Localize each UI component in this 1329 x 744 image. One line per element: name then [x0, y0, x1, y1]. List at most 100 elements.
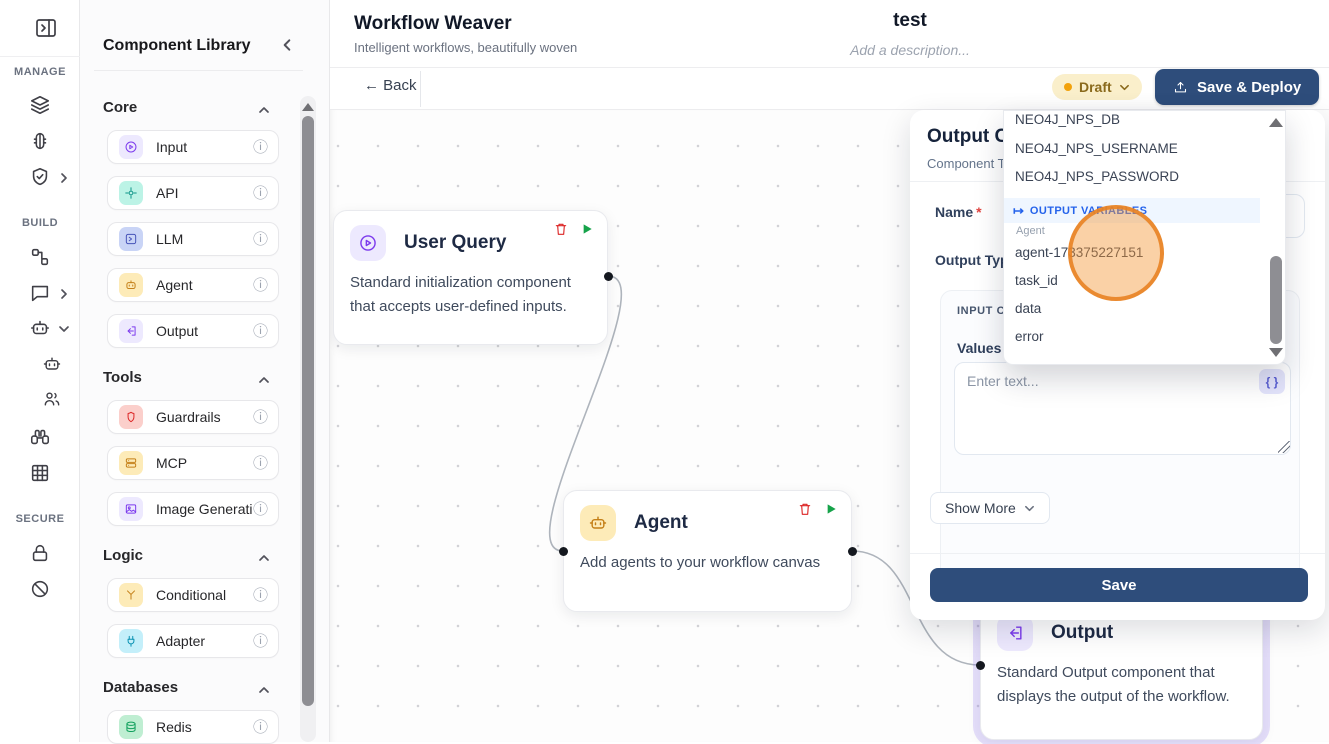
collapse-panel-icon[interactable]	[280, 38, 294, 52]
layers-icon[interactable]	[29, 94, 51, 116]
lib-item-image-generation[interactable]: Image Generation ⓘ	[107, 492, 279, 526]
dropdown-item[interactable]: task_id	[1015, 273, 1058, 288]
handle-agent-out[interactable]	[848, 547, 857, 556]
component-library-panel: Component Library Core Input ⓘ API ⓘ LLM…	[80, 0, 330, 744]
workflow-name[interactable]: test	[893, 10, 927, 31]
info-icon[interactable]: ⓘ	[252, 184, 268, 202]
deploy-label: Save & Deploy	[1197, 78, 1302, 96]
node-title: Output	[1051, 622, 1114, 643]
chevron-up-icon[interactable]	[258, 551, 270, 563]
show-more-button[interactable]: Show More	[930, 492, 1050, 524]
ban-icon[interactable]	[29, 578, 51, 600]
status-badge[interactable]: Draft	[1052, 74, 1142, 100]
robot-icon[interactable]	[29, 317, 51, 339]
dropdown-item[interactable]: data	[1015, 301, 1042, 316]
lib-item-label: LLM	[156, 231, 184, 247]
chat-icon[interactable]	[29, 282, 51, 304]
users-icon[interactable]	[42, 389, 62, 409]
divider	[94, 70, 303, 71]
lib-item-llm[interactable]: LLM ⓘ	[107, 222, 279, 256]
delete-node-icon[interactable]	[797, 501, 813, 517]
scroll-up-arrow[interactable]	[302, 103, 314, 111]
shield-check-icon[interactable]	[29, 166, 51, 188]
node-output[interactable]: Output Standard Output component that di…	[980, 600, 1263, 740]
binoculars-icon[interactable]	[29, 426, 51, 448]
save-deploy-button[interactable]: Save & Deploy	[1155, 69, 1320, 105]
app-title: Workflow Weaver	[354, 13, 512, 34]
save-button[interactable]: Save	[930, 568, 1308, 602]
run-node-icon[interactable]	[823, 501, 839, 517]
robot-icon	[580, 505, 616, 541]
dropdown-item[interactable]: NEO4J_NPS_PASSWORD	[1015, 169, 1180, 184]
dropdown-item[interactable]: error	[1015, 329, 1044, 344]
status-label: Draft	[1079, 79, 1112, 95]
grid-icon[interactable]	[29, 462, 51, 484]
lib-item-agent[interactable]: Agent ⓘ	[107, 268, 279, 302]
info-icon[interactable]: ⓘ	[252, 276, 268, 294]
lib-item-adapter[interactable]: Adapter ⓘ	[107, 624, 279, 658]
info-icon[interactable]: ⓘ	[252, 408, 268, 426]
dropdown-item[interactable]: agent-173375227151	[1015, 245, 1144, 260]
lib-item-label: Image Generation	[156, 501, 253, 517]
node-description: Add agents to your workflow canvas	[580, 554, 821, 571]
node-agent[interactable]: Agent Add agents to your workflow canvas	[563, 490, 852, 612]
handle-agent-in[interactable]	[559, 547, 568, 556]
lib-item-redis[interactable]: Redis ⓘ	[107, 710, 279, 744]
scrollbar-thumb[interactable]	[1270, 256, 1282, 344]
insert-variable-button[interactable]: { }	[1259, 369, 1285, 394]
lib-item-output[interactable]: Output ⓘ	[107, 314, 279, 348]
branch-icon	[119, 583, 143, 607]
scroll-up-arrow[interactable]	[1269, 118, 1283, 127]
lib-item-label: Input	[156, 139, 188, 155]
node-user-query[interactable]: User Query Standard initialization compo…	[333, 210, 608, 345]
lib-item-label: Redis	[156, 719, 192, 735]
chevron-up-icon[interactable]	[258, 373, 270, 385]
info-icon[interactable]: ⓘ	[252, 586, 268, 604]
chevron-up-icon[interactable]	[258, 103, 270, 115]
handle-user-query-out[interactable]	[604, 272, 613, 281]
info-icon[interactable]: ⓘ	[252, 138, 268, 156]
info-icon[interactable]: ⓘ	[252, 632, 268, 650]
run-node-icon[interactable]	[579, 221, 595, 237]
workflow-nodes-icon[interactable]	[29, 246, 51, 268]
dropdown-item[interactable]: NEO4J_NPS_USERNAME	[1015, 141, 1178, 156]
lib-item-api[interactable]: API ⓘ	[107, 176, 279, 210]
group-label: Agent	[1016, 225, 1045, 237]
input-play-icon	[119, 135, 143, 159]
maps-to-icon: ↦	[1013, 202, 1024, 218]
lock-icon[interactable]	[29, 542, 51, 564]
library-scrollbar[interactable]	[300, 96, 316, 742]
lib-item-conditional[interactable]: Conditional ⓘ	[107, 578, 279, 612]
brain-icon[interactable]	[29, 130, 51, 152]
info-icon[interactable]: ⓘ	[252, 718, 268, 736]
info-icon[interactable]: ⓘ	[252, 322, 268, 340]
icon-rail: MANAGE BUILD SECURE	[0, 0, 80, 742]
info-icon[interactable]: ⓘ	[252, 500, 268, 518]
info-icon[interactable]: ⓘ	[252, 230, 268, 248]
guardrails-shield-icon	[119, 405, 143, 429]
chevron-down-icon	[1119, 84, 1129, 90]
handle-output-in[interactable]	[976, 661, 985, 670]
chevron-up-icon[interactable]	[258, 683, 270, 695]
workflow-description-placeholder[interactable]: Add a description...	[850, 42, 970, 58]
resize-handle[interactable]	[1278, 441, 1290, 453]
chevron-down-icon[interactable]	[58, 322, 70, 334]
node-description: Standard initialization component that a…	[350, 274, 571, 315]
sidebar-toggle-icon[interactable]	[34, 16, 58, 40]
delete-node-icon[interactable]	[553, 221, 569, 237]
lib-item-guardrails[interactable]: Guardrails ⓘ	[107, 400, 279, 434]
node-description: Standard Output component that displays …	[997, 664, 1230, 705]
app-subtitle: Intelligent workflows, beautifully woven	[354, 40, 578, 55]
chevron-right-icon[interactable]	[58, 171, 70, 183]
robot-sub-icon[interactable]	[42, 354, 62, 374]
dropdown-item[interactable]: NEO4J_NPS_DB	[1015, 112, 1121, 127]
lib-item-input[interactable]: Input ⓘ	[107, 130, 279, 164]
scroll-down-arrow[interactable]	[1269, 348, 1283, 357]
show-more-label: Show More	[945, 500, 1016, 516]
lib-item-mcp[interactable]: MCP ⓘ	[107, 446, 279, 480]
values-textarea[interactable]	[954, 362, 1291, 455]
back-button[interactable]: ← Back	[364, 77, 417, 94]
chevron-right-icon[interactable]	[58, 287, 70, 299]
scrollbar-thumb[interactable]	[302, 116, 314, 706]
info-icon[interactable]: ⓘ	[252, 454, 268, 472]
